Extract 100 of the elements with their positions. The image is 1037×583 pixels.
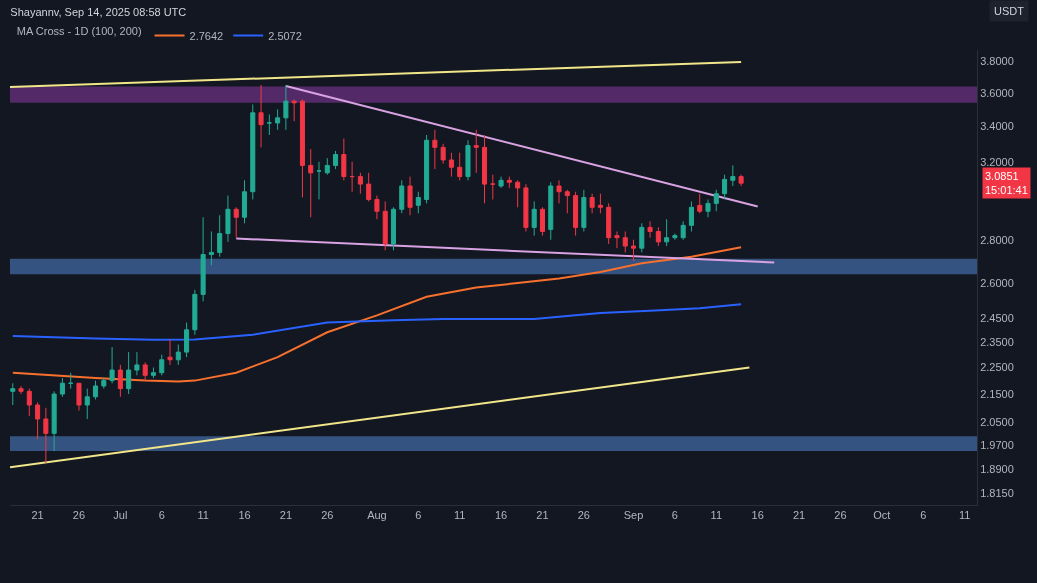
x-tick-label: Jul <box>113 509 128 522</box>
x-tick-label: 6 <box>158 509 165 522</box>
candlestick <box>35 401 41 440</box>
candlestick <box>258 84 264 148</box>
y-tick-label: 2.4500 <box>980 311 1014 324</box>
x-tick-label: 26 <box>834 509 847 522</box>
x-tick-label: Oct <box>873 509 891 522</box>
x-tick-label: 16 <box>751 509 764 522</box>
candlestick <box>134 351 140 376</box>
candlestick <box>18 385 24 395</box>
y-tick-label: 2.3500 <box>980 335 1014 348</box>
line-series <box>11 303 743 341</box>
candlestick <box>59 377 65 398</box>
y-tick-label: 2.2500 <box>980 361 1014 374</box>
candlestick <box>614 230 620 249</box>
y-tick-label: 3.6000 <box>980 86 1014 99</box>
candlestick <box>250 103 256 200</box>
candlestick <box>713 189 719 212</box>
candlestick <box>93 380 99 400</box>
candlestick <box>275 108 281 131</box>
candlestick <box>349 161 355 193</box>
x-tick-label: 21 <box>536 509 549 522</box>
y-tick-label: 1.9700 <box>980 438 1014 451</box>
candlestick <box>51 390 57 452</box>
candlestick <box>208 230 214 266</box>
candlestick <box>374 195 380 220</box>
x-tick-label: Aug <box>367 509 387 522</box>
candlestick <box>390 206 397 251</box>
candlestick <box>200 216 206 302</box>
candlestick <box>217 214 223 258</box>
x-tick-label: 21 <box>792 509 806 522</box>
candlestick <box>117 364 123 398</box>
y-tick-label: 2.8000 <box>980 233 1014 246</box>
text: USDT <box>994 5 1025 17</box>
candlestick <box>722 174 728 200</box>
candlestick <box>225 195 231 243</box>
candlestick <box>730 164 736 187</box>
candlestick <box>299 99 305 199</box>
candlestick <box>531 200 537 237</box>
x-tick-label: 11 <box>453 509 466 522</box>
candlestick <box>324 157 330 176</box>
x-tick-label: 26 <box>72 509 86 522</box>
candlestick <box>630 239 637 262</box>
x-tick-label: 16 <box>494 509 508 522</box>
y-tick-label: 2.1500 <box>980 387 1014 400</box>
text: 3.0851 15:01:41 <box>985 170 1028 197</box>
candlestick <box>283 84 289 131</box>
candlestick <box>68 372 74 390</box>
candlestick <box>688 200 694 232</box>
x-tick-label: 11 <box>710 509 722 522</box>
candlestick <box>581 189 587 232</box>
candlestick <box>101 377 107 390</box>
legend-label: 2.7642 <box>189 29 224 42</box>
candlestick <box>465 139 471 181</box>
candlestick <box>175 344 181 366</box>
candlestick <box>705 198 711 218</box>
candlestick <box>432 129 438 170</box>
candlestick <box>664 218 670 247</box>
y-tick-label: 3.8000 <box>980 55 1014 68</box>
y-tick-label: 2.0500 <box>980 415 1014 428</box>
candlestick <box>43 407 49 464</box>
x-tick-label: 6 <box>671 509 678 522</box>
candlestick <box>738 174 744 187</box>
candlestick <box>573 191 579 237</box>
x-tick-label: 6 <box>415 509 422 522</box>
candlestick <box>316 161 322 200</box>
x-tick-label: 21 <box>31 509 44 522</box>
candlestick <box>341 138 347 181</box>
legend-label: 2.5072 <box>268 29 302 42</box>
candlestick <box>10 382 16 406</box>
candlestick <box>76 382 82 412</box>
x-tick-label: Sep <box>623 509 644 522</box>
candlestick <box>109 346 115 384</box>
candlestick <box>539 206 545 237</box>
candlestick <box>167 339 173 366</box>
candlestick <box>473 129 479 174</box>
y-tick-label: 3.4000 <box>980 120 1014 133</box>
candlestick <box>448 152 454 178</box>
line-series <box>11 246 743 383</box>
candlestick <box>366 172 372 202</box>
candlestick <box>26 388 32 417</box>
candlestick <box>606 202 612 245</box>
candlestick <box>357 172 363 195</box>
candlestick <box>672 233 678 241</box>
candlestick <box>498 176 504 189</box>
candlestick <box>407 176 413 216</box>
candlestick <box>515 179 521 208</box>
candlestick <box>597 193 603 214</box>
candlestick <box>266 113 272 136</box>
candlestick <box>84 388 90 420</box>
candlestick <box>697 193 703 214</box>
candlestick <box>142 361 148 382</box>
x-tick-label: 21 <box>279 509 293 522</box>
chart-title: Shayannv, Sep 14, 2025 08:58 UTC <box>10 6 187 19</box>
candlestick <box>333 150 339 170</box>
candlestick <box>564 189 570 214</box>
y-tick-label: 2.6000 <box>980 276 1014 289</box>
candlestick <box>506 176 512 189</box>
candlestick <box>424 134 430 204</box>
candlestick <box>192 289 198 336</box>
